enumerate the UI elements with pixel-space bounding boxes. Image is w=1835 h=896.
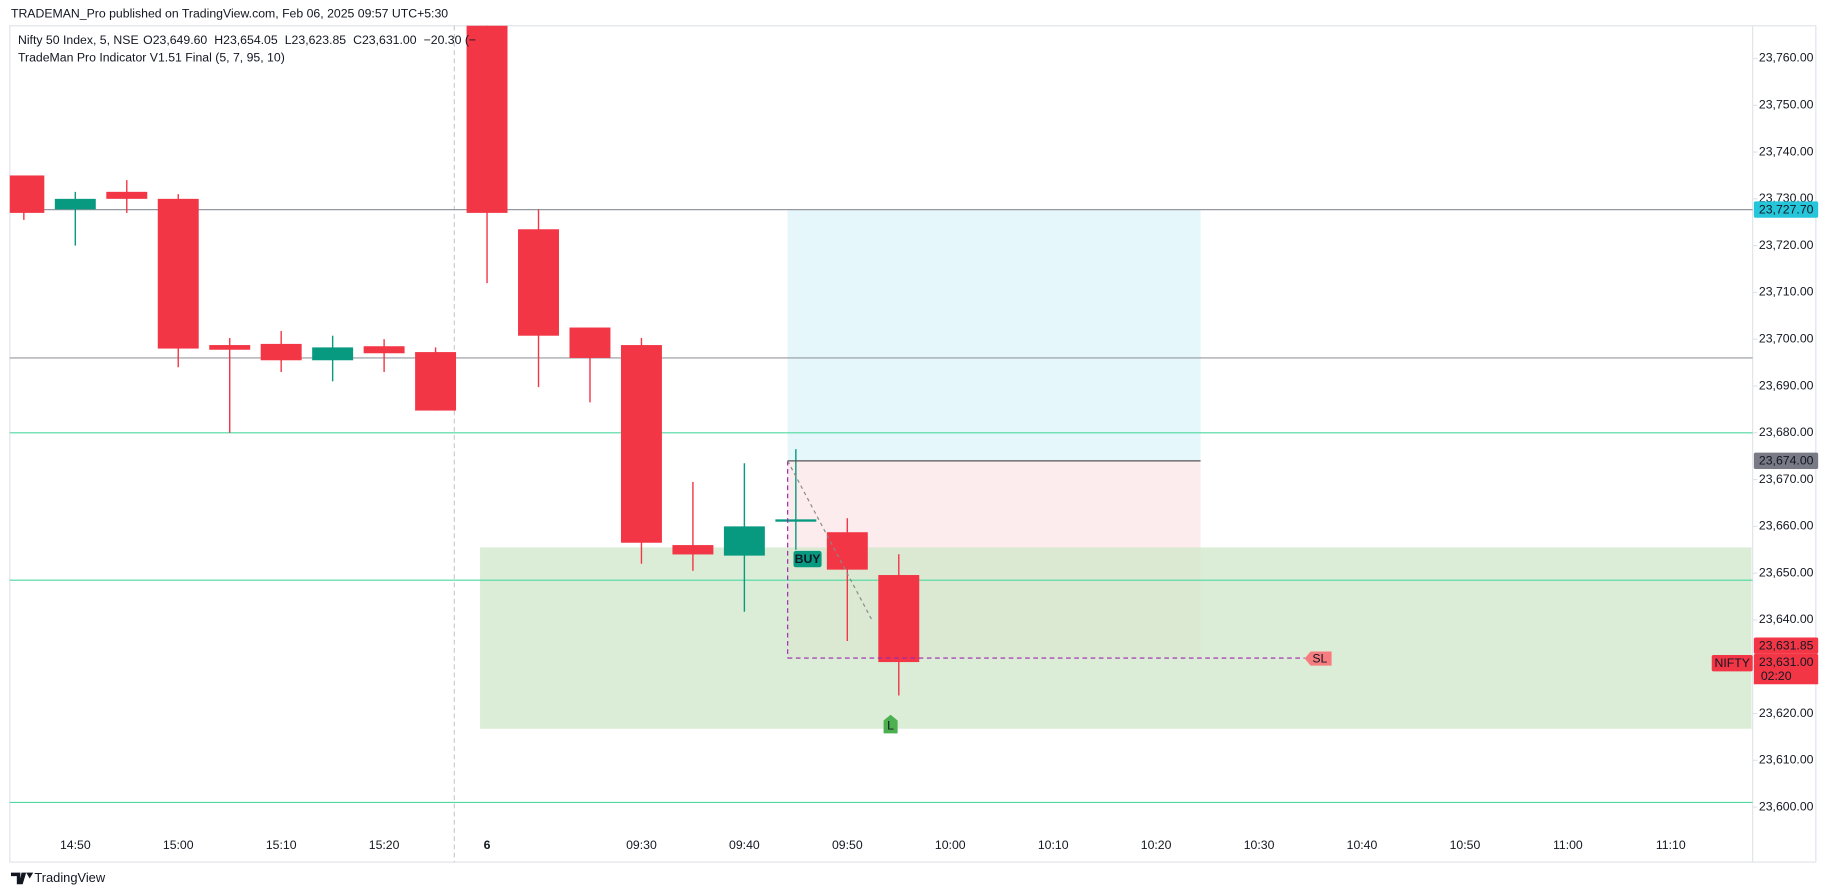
y-tick-label: 23,670.00 (1759, 472, 1814, 486)
header: TRADEMAN_Pro published on TradingView.co… (11, 6, 448, 20)
price-tag (1753, 637, 1819, 654)
candle-body (415, 352, 457, 411)
candle-body (518, 229, 559, 336)
x-tick-label: 10:20 (1141, 838, 1172, 852)
x-tick-label: 09:30 (626, 838, 657, 852)
y-tick-label: 23,640.00 (1759, 612, 1814, 626)
price-tag-label: 23,674.00 (1759, 454, 1814, 468)
candle-body (363, 346, 405, 354)
trade-path (787, 460, 873, 621)
chart-frame (9, 25, 1817, 863)
candle-body (569, 327, 611, 358)
x-tick-label: 6 (484, 838, 491, 852)
x-tick-label: 15:20 (369, 838, 400, 852)
candle-body (723, 526, 765, 556)
candle-body (106, 191, 148, 199)
countdown-box (1753, 669, 1819, 685)
y-tick-label: 23,710.00 (1759, 285, 1814, 299)
candle-body (54, 198, 96, 210)
candle-body (775, 519, 817, 522)
symbol-tag: NIFTY (1714, 656, 1749, 670)
chart-title: Nifty 50 Index, 5, NSE (18, 33, 139, 47)
x-tick-label: 10:40 (1347, 838, 1378, 852)
price-tag (1753, 201, 1819, 218)
price-tag (1753, 452, 1819, 470)
candle-body (826, 532, 868, 570)
x-tick-label: 14:50 (60, 838, 91, 852)
low-signal-box (883, 714, 898, 734)
buy-signal-box (793, 550, 822, 568)
price-tag (1753, 653, 1819, 671)
footer: TradingView (34, 870, 105, 885)
y-tick-label: 23,690.00 (1759, 378, 1814, 392)
x-tick-label: 10:00 (935, 838, 966, 852)
price-tag-label: 23,631.85 (1759, 639, 1814, 653)
stop-signal: SL (1312, 651, 1327, 665)
footer-logo: TradingView (10, 870, 106, 885)
ohlc-label: H23,654.05 (214, 33, 278, 47)
buy-signal: BUY (795, 552, 821, 566)
x-tick-label: 10:30 (1244, 838, 1275, 852)
x-tick-label: 11:10 (1656, 838, 1686, 852)
plot (9, 25, 1753, 804)
x-tick-label: 10:10 (1038, 838, 1069, 852)
y-tick-label: 23,750.00 (1759, 98, 1814, 112)
y-tick-label: 23,660.00 (1759, 519, 1814, 533)
y-tick-label: 23,680.00 (1759, 425, 1814, 439)
x-tick-label: 15:10 (266, 838, 297, 852)
price-tag-label: 23,631.00 (1759, 655, 1814, 669)
countdown: 02:20 (1761, 669, 1792, 683)
low-signal: L (887, 719, 894, 733)
candle-body (878, 575, 920, 663)
y-tick-label: 23,600.00 (1759, 799, 1814, 813)
x-tick-label: 11:00 (1553, 838, 1583, 852)
y-tick-label: 23,720.00 (1759, 238, 1814, 252)
ohlc-label: C23,631.00 (353, 33, 417, 47)
candle-body (9, 175, 45, 213)
x-tick-label: 09:40 (729, 838, 760, 852)
zone (787, 209, 1201, 461)
candle-body (260, 343, 302, 361)
y-tick-label: 23,700.00 (1759, 331, 1814, 345)
ohlc-label: −20.30 (− (424, 33, 477, 47)
candle-body (157, 198, 199, 349)
candle-body (312, 347, 354, 361)
price-tag-label: 23,727.70 (1759, 202, 1814, 216)
symbol-tag-box (1711, 655, 1753, 672)
candle-body (620, 345, 662, 543)
candle-body (466, 25, 508, 213)
ohlc-label: L23,623.85 (285, 33, 347, 47)
y-tick-label: 23,650.00 (1759, 565, 1814, 579)
x-tick-label: 15:00 (163, 838, 194, 852)
y-tick-label: 23,620.00 (1759, 706, 1814, 720)
x-tick-label: 09:50 (832, 838, 863, 852)
ohlc-label: O23,649.60 (143, 33, 207, 47)
candle-body (672, 545, 714, 555)
stop-signal-box (1304, 651, 1332, 666)
zone (480, 547, 1752, 729)
x-tick-label: 10:50 (1450, 838, 1481, 852)
y-tick-label: 23,740.00 (1759, 144, 1814, 158)
indicator: TradeMan Pro Indicator V1.51 Final (5, 7… (18, 51, 285, 65)
y-tick-label: 23,760.00 (1759, 51, 1814, 65)
candle-body (209, 345, 251, 350)
y-tick-label: 23,610.00 (1759, 753, 1814, 767)
